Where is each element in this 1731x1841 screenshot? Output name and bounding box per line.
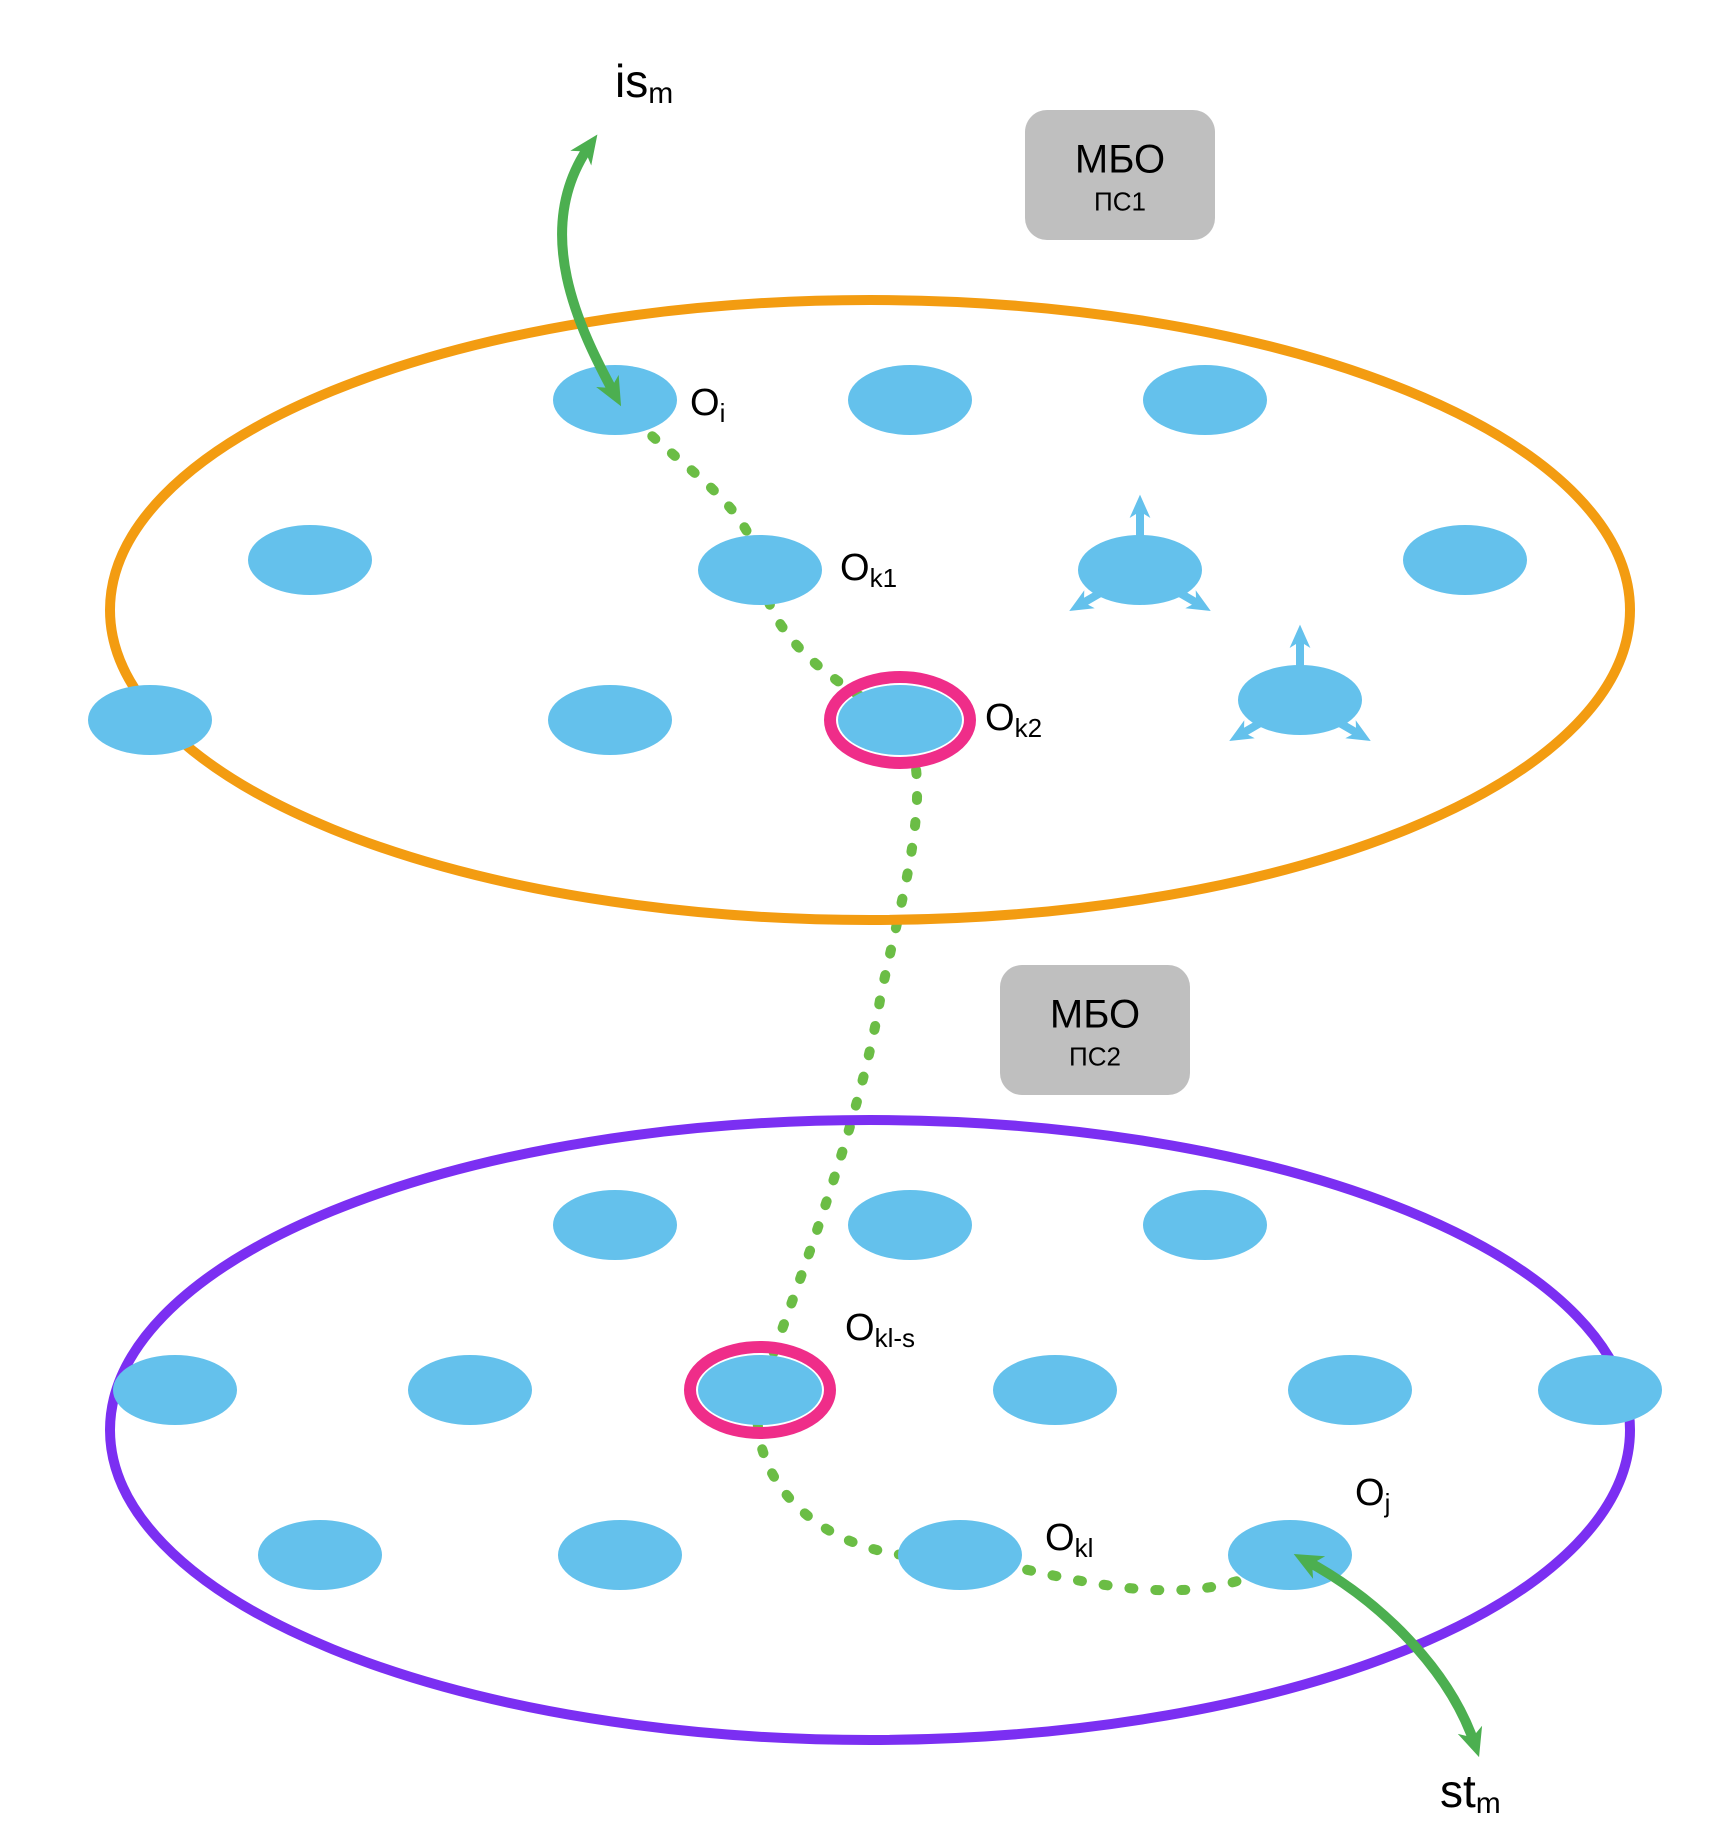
top-node [248, 525, 372, 595]
node-body [993, 1355, 1117, 1425]
badge-main-text: МБО [1050, 993, 1140, 1037]
bottom-node [1538, 1355, 1662, 1425]
badge-main-text: МБО [1075, 138, 1165, 182]
bottom-node: Okl [898, 1517, 1093, 1590]
badge-sub-text: ПС1 [1094, 186, 1146, 216]
node-body [848, 1190, 972, 1260]
bottom-node [993, 1355, 1117, 1425]
node-body [248, 525, 372, 595]
diagram-canvas: Oi Ok1 Ok2 Okl-s Okl Oj МБО ПС1 МБО ПС2 ism stm [0, 0, 1731, 1841]
top-node [1238, 635, 1362, 736]
node-body [88, 685, 212, 755]
bottom-node: Oj [1228, 1472, 1390, 1590]
badge2: МБО ПС2 [1000, 965, 1190, 1095]
top-node: Ok2 [830, 677, 1042, 763]
badge-sub-text: ПС2 [1069, 1041, 1121, 1071]
stm-label: stm [1440, 1765, 1501, 1820]
bottom-node [1288, 1355, 1412, 1425]
top-node [548, 685, 672, 755]
badge1: МБО ПС1 [1025, 110, 1215, 240]
top-node [848, 365, 972, 435]
node-body [1538, 1355, 1662, 1425]
node-body [258, 1520, 382, 1590]
bottom-node [553, 1190, 677, 1260]
node-body [838, 685, 962, 755]
node-body [1403, 525, 1527, 595]
ism-label: ism [615, 55, 673, 110]
bottom-node [113, 1355, 237, 1425]
node-body [408, 1355, 532, 1425]
node-body [548, 685, 672, 755]
node-label: Ok1 [840, 547, 897, 593]
node-body [848, 365, 972, 435]
node-body [1078, 535, 1202, 605]
node-label: Okl-s [845, 1307, 915, 1353]
node-body [898, 1520, 1022, 1590]
node-label: Oi [690, 382, 725, 428]
node-body [1143, 1190, 1267, 1260]
node-body [1238, 665, 1362, 735]
bottom-node [1143, 1190, 1267, 1260]
node-body [698, 535, 822, 605]
node-label: Oj [1355, 1472, 1390, 1518]
node-body [113, 1355, 237, 1425]
top-node [1078, 505, 1202, 606]
bottom-node [408, 1355, 532, 1425]
node-body [1143, 365, 1267, 435]
top-node: Oi [553, 365, 725, 435]
node-body [553, 1190, 677, 1260]
node-body [553, 365, 677, 435]
node-label: Okl [1045, 1517, 1093, 1563]
node-body [698, 1355, 822, 1425]
node-body [558, 1520, 682, 1590]
top-node [1403, 525, 1527, 595]
bottom-node: Okl-s [690, 1307, 915, 1433]
node-body [1288, 1355, 1412, 1425]
bottom-node [558, 1520, 682, 1590]
top-node [1143, 365, 1267, 435]
top-node [88, 685, 212, 755]
ism_arrow [562, 145, 615, 395]
bottom-node [258, 1520, 382, 1590]
node-label: Ok2 [985, 697, 1042, 743]
bottom-node [848, 1190, 972, 1260]
top-node: Ok1 [698, 535, 897, 605]
